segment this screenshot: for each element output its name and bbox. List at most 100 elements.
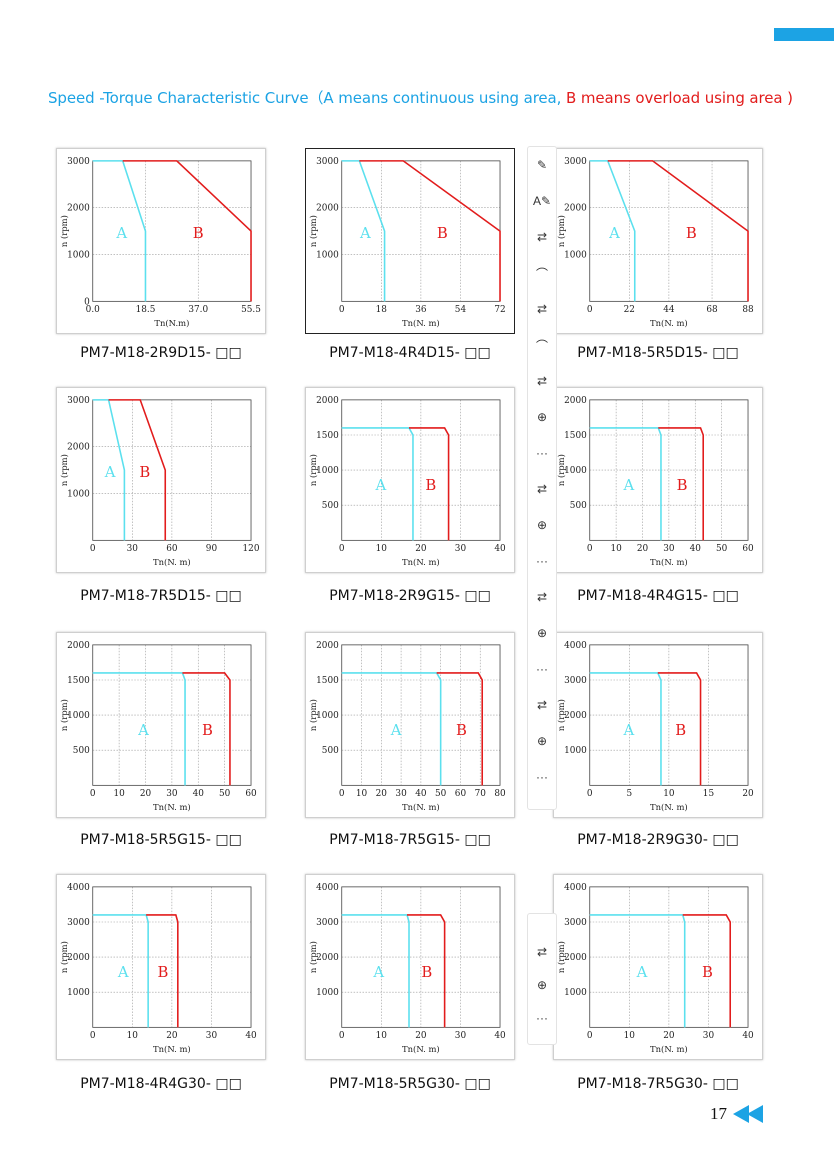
text-edit-icon[interactable]: A✎ xyxy=(532,194,552,208)
x-tick-label: 68 xyxy=(706,305,718,315)
chart-caption: PM7-M18-5R5G15- □□ xyxy=(80,832,242,848)
zoom-in-icon[interactable]: ⊕ xyxy=(536,734,548,748)
area-label-b: B xyxy=(202,722,213,739)
area-label-b: B xyxy=(456,722,467,739)
x-axis-label: Tn(N. m) xyxy=(402,1044,440,1054)
x-tick-label: 40 xyxy=(415,789,427,799)
x-tick-label: 20 xyxy=(376,789,388,799)
x-tick-label: 40 xyxy=(690,544,702,554)
y-tick-label: 1500 xyxy=(316,676,339,686)
x-axis-label: Tn(N. m) xyxy=(402,557,440,567)
more-icon[interactable]: ··· xyxy=(536,1011,548,1025)
more-icon[interactable]: ··· xyxy=(536,662,548,676)
y-tick-label: 3000 xyxy=(67,918,90,928)
y-axis-label: n (rpm) xyxy=(556,454,566,486)
y-tick-label: 1000 xyxy=(564,988,587,998)
x-tick-label: 88 xyxy=(742,305,754,315)
speed-torque-chart[interactable]: 0 18 36 54 72 1000 2000 3000 Tn(N. m) n (rpm) A B xyxy=(305,148,515,334)
speed-torque-chart: 0 10 20 30 40 1000 2000 3000 4000 Tn(N. m) n (rpm)… xyxy=(553,874,763,1060)
x-tick-label: 60 xyxy=(245,789,257,799)
x-tick-label: 30 xyxy=(166,789,178,799)
curve-b-overload xyxy=(407,914,446,1028)
chart-caption: PM7-M18-4R4D15- □□ xyxy=(329,345,491,361)
curve-b-overload xyxy=(607,160,749,302)
more-icon[interactable]: ··· xyxy=(536,446,548,460)
swap-icon[interactable]: ⇄ xyxy=(536,374,548,388)
x-tick-label: 50 xyxy=(219,789,231,799)
area-label-b: B xyxy=(686,225,697,242)
speed-torque-chart: 0 10 20 30 40 50 60 500 1000 1500 2000 Tn(N. m) n (r… xyxy=(553,387,763,573)
image-edit-icon[interactable]: ✎ xyxy=(536,158,548,172)
y-tick-label: 500 xyxy=(570,501,587,511)
heading-part-a: Speed -Torque Characteristic Curve（A mea… xyxy=(48,89,566,107)
chart-caption: PM7-M18-7R5G30- □□ xyxy=(577,1076,739,1092)
swap-icon[interactable]: ⇄ xyxy=(536,945,548,959)
y-tick-label: 1000 xyxy=(67,250,90,260)
y-tick-label: 1000 xyxy=(316,466,339,476)
zoom-in-icon[interactable]: ⊕ xyxy=(536,978,548,992)
page-number: 17 xyxy=(710,1104,727,1123)
y-tick-label: 1500 xyxy=(67,676,90,686)
x-tick-label: 0 xyxy=(587,789,593,799)
x-axis-label: Tn(N. m) xyxy=(650,557,688,567)
collapse-icon[interactable]: ⌒ xyxy=(535,266,548,281)
area-label-b: B xyxy=(425,477,436,494)
more-icon[interactable]: ··· xyxy=(536,770,548,784)
x-tick-label: 72 xyxy=(494,305,505,315)
x-tick-label: 18 xyxy=(376,305,388,315)
zoom-in-icon[interactable]: ⊕ xyxy=(536,410,548,424)
x-tick-label: 20 xyxy=(663,1031,675,1041)
zoom-in-icon[interactable]: ⊕ xyxy=(536,518,548,532)
chart-svg: 0.0 18.5 37.0 55.5 0 1000 2000 3000 Tn(N.m) n (rp… xyxy=(59,157,261,328)
plot-frame xyxy=(589,886,749,1028)
x-tick-label: 40 xyxy=(193,789,205,799)
x-axis-label: Tn(N. m) xyxy=(650,318,688,328)
y-tick-label: 500 xyxy=(73,746,90,756)
curve-b-overload xyxy=(359,160,501,302)
speed-torque-chart: 0 10 20 30 40 500 1000 1500 2000 Tn(N. m) n (rpm) A… xyxy=(305,387,515,573)
more-icon[interactable]: ··· xyxy=(536,554,548,568)
y-tick-label: 1000 xyxy=(316,988,339,998)
y-tick-label: 1500 xyxy=(316,431,339,441)
speed-torque-chart: 0 5 10 15 20 1000 2000 3000 4000 Tn(N. m) n (rpm) A… xyxy=(553,632,763,818)
plot-frame xyxy=(92,399,252,541)
x-tick-label: 10 xyxy=(113,789,125,799)
y-tick-label: 2000 xyxy=(67,204,90,214)
y-tick-label: 1000 xyxy=(67,489,90,499)
curve-a-continuous xyxy=(341,427,414,541)
x-tick-label: 40 xyxy=(742,1031,754,1041)
y-tick-label: 1000 xyxy=(67,711,90,721)
x-tick-label: 30 xyxy=(206,1031,218,1041)
x-tick-label: 30 xyxy=(455,1031,467,1041)
x-tick-label: 10 xyxy=(663,789,675,799)
swap-icon[interactable]: ⇄ xyxy=(536,230,548,244)
x-tick-label: 30 xyxy=(395,789,407,799)
x-tick-label: 30 xyxy=(127,544,139,554)
x-tick-label: 37.0 xyxy=(188,305,208,315)
y-tick-label: 4000 xyxy=(316,883,339,893)
swap-icon[interactable]: ⇄ xyxy=(536,590,548,604)
chart-caption: PM7-M18-7R5D15- □□ xyxy=(80,588,242,604)
x-tick-label: 30 xyxy=(703,1031,715,1041)
curve-b-overload xyxy=(436,672,484,786)
zoom-in-icon[interactable]: ⊕ xyxy=(536,626,548,640)
swap-icon[interactable]: ⇄ xyxy=(536,302,548,316)
curve-a-continuous xyxy=(589,160,636,302)
y-axis-label: n (rpm) xyxy=(308,215,318,247)
x-tick-label: 20 xyxy=(637,544,649,554)
swap-icon[interactable]: ⇄ xyxy=(536,698,548,712)
collapse-icon[interactable]: ⌒ xyxy=(535,338,548,353)
plot-frame xyxy=(341,644,501,786)
area-label-b: B xyxy=(139,464,150,481)
y-axis-label: n (rpm) xyxy=(308,699,318,731)
chart-caption: PM7-M18-4R4G30- □□ xyxy=(80,1076,242,1092)
y-tick-label: 500 xyxy=(322,501,339,511)
chart-svg: 0 10 20 30 40 50 60 500 1000 1500 2000 Tn(N. m) n (r… xyxy=(59,641,257,812)
chart-svg: 0 10 20 30 40 1000 2000 3000 4000 Tn(N. m) n (rpm)… xyxy=(556,883,754,1054)
x-tick-label: 5 xyxy=(626,789,632,799)
x-tick-label: 20 xyxy=(166,1031,178,1041)
x-tick-label: 0 xyxy=(90,789,96,799)
curve-a-continuous xyxy=(92,672,186,786)
swap-icon[interactable]: ⇄ xyxy=(536,482,548,496)
area-label-b: B xyxy=(421,964,432,981)
